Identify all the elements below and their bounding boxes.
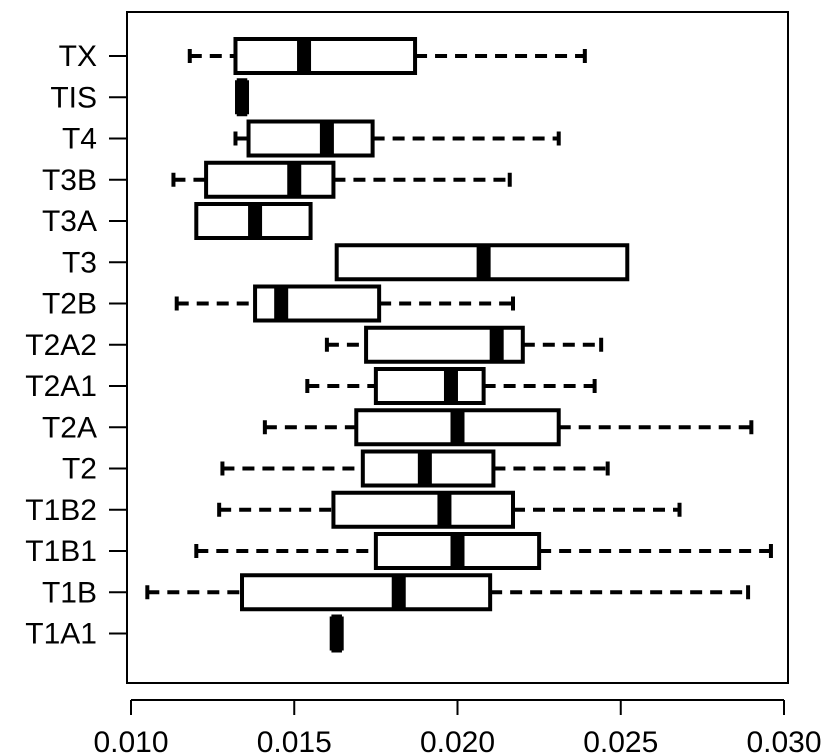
median-mark — [417, 451, 432, 486]
box-t2a2 — [324, 325, 604, 364]
box-t3a — [194, 202, 313, 240]
y-tick-label: T2A — [42, 411, 97, 444]
y-tick-label: T3 — [62, 246, 97, 279]
iqr-box — [364, 325, 525, 364]
y-tick-label: T1A1 — [25, 618, 97, 651]
box-t1b2 — [217, 490, 682, 529]
box-t2a1 — [305, 367, 597, 405]
box-t4 — [233, 119, 561, 158]
x-tick-label: 0.015 — [257, 726, 332, 754]
median-mark — [489, 327, 504, 362]
median-mark — [248, 204, 263, 238]
y-tick-label: TIS — [50, 81, 97, 114]
y-tick-label: T2A1 — [25, 370, 97, 403]
y-tick-label: TX — [59, 40, 97, 73]
iqr-box — [373, 367, 486, 405]
box-t1b1 — [194, 532, 773, 570]
y-tick-label: T1B — [42, 576, 97, 609]
median-mark — [319, 121, 334, 156]
box-t2b — [174, 284, 516, 323]
box-t1b — [145, 573, 751, 612]
box-tis — [235, 78, 250, 117]
iqr-box — [331, 490, 516, 529]
iqr-box — [233, 37, 418, 75]
y-tick-label: T4 — [62, 123, 97, 156]
iqr-box — [246, 119, 375, 158]
box-t2 — [220, 449, 610, 488]
y-tick-label: T1B2 — [25, 494, 97, 527]
iqr-box — [240, 573, 493, 612]
x-axis: 0.010 0.015 0.020 0.025 0.030 — [93, 699, 821, 754]
plot-frame — [126, 11, 789, 684]
y-tick-label: T2A2 — [25, 329, 97, 362]
x-tick-label: 0.020 — [420, 726, 495, 754]
category-labels: TX TIS T4 T3B T3A T3 T2B T2A2 T2A1 T2A T2 T1B2 T1B1 T… — [25, 40, 127, 651]
median-mark — [476, 245, 491, 280]
y-tick-label: T3A — [42, 205, 97, 238]
x-tick-label: 0.030 — [746, 726, 821, 754]
box-t1a1 — [329, 614, 344, 653]
median-mark — [297, 39, 312, 73]
median-mark — [450, 410, 465, 445]
median-mark — [235, 80, 250, 115]
median-mark — [391, 575, 406, 610]
y-tick-label: T1B1 — [25, 535, 97, 568]
iqr-box — [253, 284, 382, 323]
median-mark — [329, 616, 344, 651]
y-tick-label: T2B — [42, 288, 97, 321]
median-mark — [287, 162, 302, 197]
box-t3 — [334, 243, 630, 282]
box-tx — [187, 37, 587, 75]
boxes-layer — [145, 37, 773, 653]
median-mark — [443, 369, 458, 403]
box-t3b — [171, 160, 512, 199]
median-mark — [450, 534, 465, 568]
x-tick-label: 0.025 — [583, 726, 658, 754]
median-mark — [274, 286, 289, 321]
y-tick-label: T3B — [42, 164, 97, 197]
y-tick-label: T2 — [62, 453, 97, 486]
iqr-box — [204, 160, 336, 199]
x-tick-label: 0.010 — [93, 726, 168, 754]
box-t2a — [262, 408, 754, 447]
median-mark — [437, 492, 452, 527]
